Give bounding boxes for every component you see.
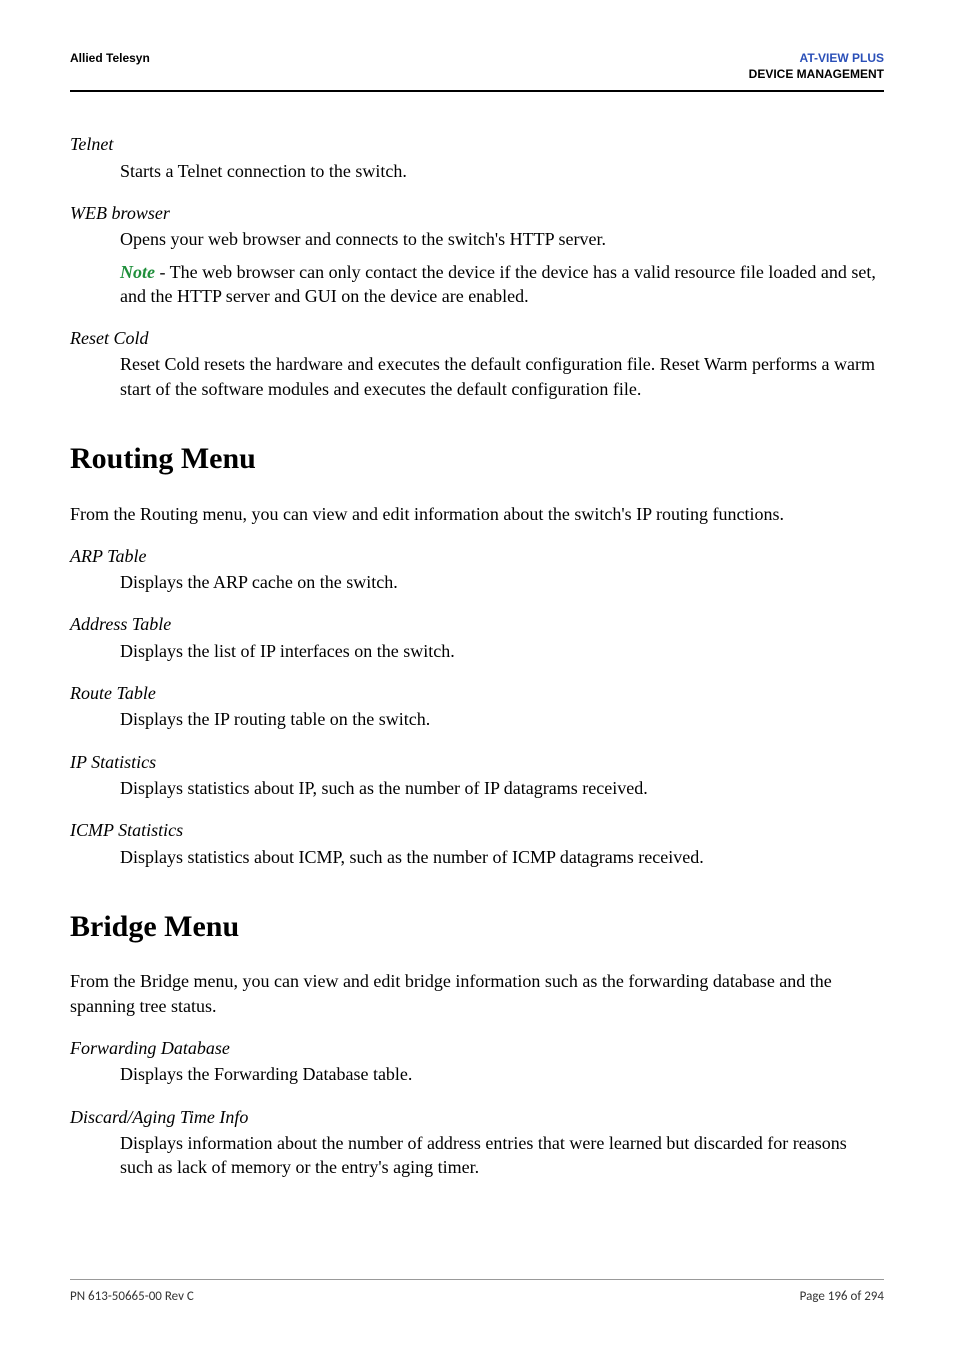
term-discard-aging: Discard/Aging Time Info: [70, 1105, 884, 1129]
page-header: Allied Telesyn AT-VIEW PLUS DEVICE MANAG…: [70, 50, 884, 92]
page-footer: PN 613-50665-00 Rev C Page 196 of 294: [70, 1279, 884, 1306]
section-bridge-title: Bridge Menu: [70, 907, 884, 948]
term-forwarding-database: Forwarding Database: [70, 1036, 884, 1060]
desc-ip-statistics: Displays statistics about IP, such as th…: [120, 776, 884, 800]
note-text: - The web browser can only contact the d…: [120, 262, 876, 306]
term-web-browser: WEB browser: [70, 201, 884, 225]
note-label: Note: [120, 262, 155, 282]
header-brand: Allied Telesyn: [70, 50, 150, 66]
desc-address-table: Displays the list of IP interfaces on th…: [120, 639, 884, 663]
footer-right: Page 196 of 294: [800, 1288, 884, 1306]
term-ip-statistics: IP Statistics: [70, 750, 884, 774]
desc-reset-cold: Reset Cold resets the hardware and execu…: [120, 352, 884, 401]
term-icmp-statistics: ICMP Statistics: [70, 818, 884, 842]
desc-web-browser-1: Opens your web browser and connects to t…: [120, 227, 884, 251]
desc-route-table: Displays the IP routing table on the swi…: [120, 707, 884, 731]
section-bridge-intro: From the Bridge menu, you can view and e…: [70, 969, 884, 1018]
desc-web-browser-note: Note - The web browser can only contact …: [120, 260, 884, 309]
desc-arp-table: Displays the ARP cache on the switch.: [120, 570, 884, 594]
section-routing-title: Routing Menu: [70, 439, 884, 480]
header-right: AT-VIEW PLUS DEVICE MANAGEMENT: [749, 50, 884, 82]
desc-icmp-statistics: Displays statistics about ICMP, such as …: [120, 845, 884, 869]
term-arp-table: ARP Table: [70, 544, 884, 568]
term-telnet: Telnet: [70, 132, 884, 156]
header-subtitle: DEVICE MANAGEMENT: [749, 66, 884, 82]
desc-discard-aging: Displays information about the number of…: [120, 1131, 884, 1180]
term-route-table: Route Table: [70, 681, 884, 705]
term-reset-cold: Reset Cold: [70, 326, 884, 350]
term-address-table: Address Table: [70, 612, 884, 636]
desc-telnet: Starts a Telnet connection to the switch…: [120, 159, 884, 183]
footer-left: PN 613-50665-00 Rev C: [70, 1288, 194, 1306]
desc-forwarding-database: Displays the Forwarding Database table.: [120, 1062, 884, 1086]
header-product: AT-VIEW PLUS: [749, 50, 884, 66]
section-routing-intro: From the Routing menu, you can view and …: [70, 502, 884, 526]
top-definitions: Telnet Starts a Telnet connection to the…: [70, 132, 884, 401]
